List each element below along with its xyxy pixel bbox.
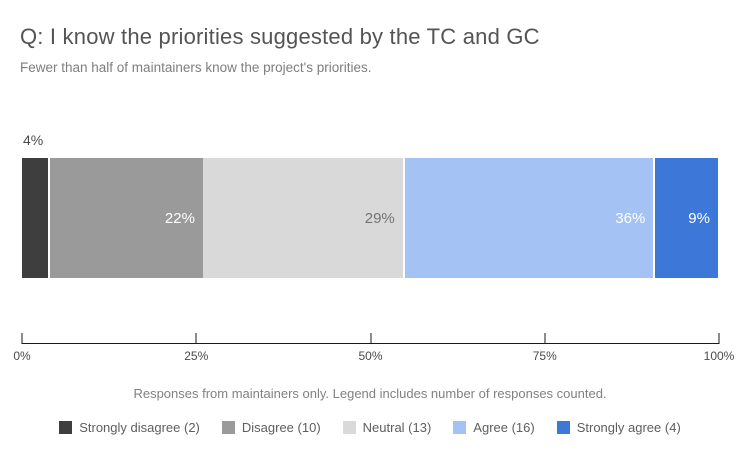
chart-title: Q: I know the priorities suggested by th… [20,24,540,49]
x-axis-tick-label: 25% [184,349,209,363]
legend-item-disagree-10: Disagree (10) [221,420,321,435]
bar-segment-label: 36% [615,209,646,227]
x-axis-tick-label: 100% [703,349,735,363]
bar-segment-label: 9% [688,209,710,227]
legend-label: Agree (16) [473,420,535,435]
stacked-bar: 22% 29% 36% 9% [22,158,718,278]
x-axis-tick [195,333,197,344]
legend-swatch-icon [221,421,235,434]
x-axis-tick-label: 0% [13,349,31,363]
x-axis-tick [718,333,720,344]
legend-item-strongly-agree-4: Strongly agree (4) [556,420,681,435]
legend-label: Strongly disagree (2) [79,420,200,435]
bar-segment-disagree: 22% [49,158,203,278]
legend-swatch-icon [556,421,570,434]
bar-segment-agree: 36% [404,158,656,278]
legend-item-neutral-13: Neutral (13) [342,420,432,435]
bar-segment-strongly-disagree [22,158,50,278]
bar-segment-neutral: 29% [202,158,405,278]
chart-legend: Strongly disagree (2) Disagree (10) Neutra… [0,420,740,435]
x-axis: 0% 25% 50% 75% 100% [13,333,734,365]
x-axis-tick [544,333,546,344]
x-axis-tick-label: 75% [532,349,557,363]
bar-segment-label: 29% [364,209,395,227]
bar-outside-label-strongly-disagree: 4% [23,132,44,148]
x-axis-tick [21,333,23,344]
chart-footnote: Responses from maintainers only. Legend … [133,386,607,401]
x-axis-tick [370,333,371,344]
legend-label: Strongly agree (4) [576,420,681,435]
chart-subtitle: Fewer than half of maintainers know the … [20,60,372,75]
legend-swatch-icon [59,421,73,434]
bar-segment-label: 22% [164,209,195,227]
legend-label: Disagree (10) [241,420,321,435]
legend-item-strongly-disagree-2: Strongly disagree (2) [59,420,200,435]
legend-swatch-icon [453,421,467,434]
bar-segment-strongly-agree: 9% [655,158,718,278]
x-axis-tick-label: 50% [358,349,383,363]
legend-swatch-icon [342,421,356,434]
legend-item-agree-16: Agree (16) [453,420,535,435]
legend-label: Neutral (13) [362,420,432,435]
